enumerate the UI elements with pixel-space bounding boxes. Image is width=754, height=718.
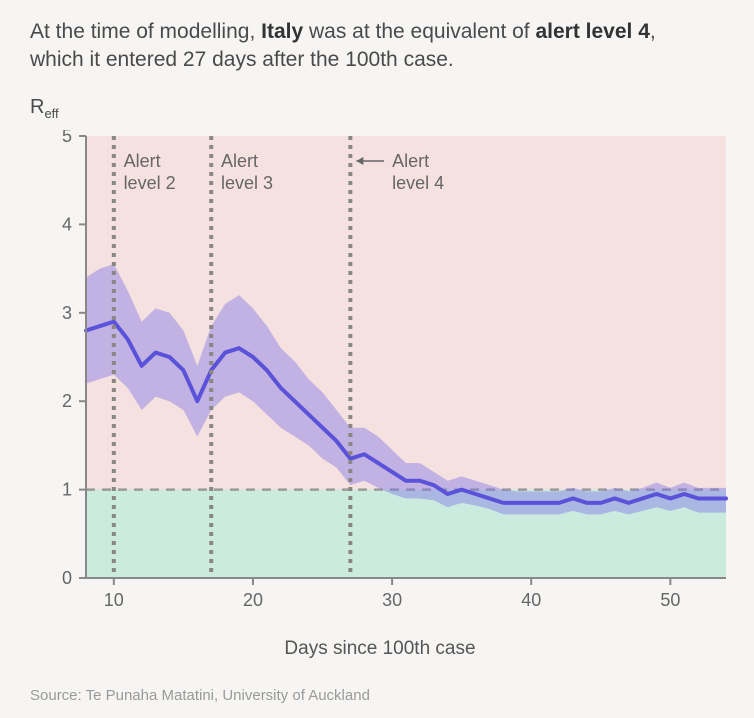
y-tick-label: 0 xyxy=(62,568,72,588)
x-tick-label: 20 xyxy=(243,590,263,610)
y-tick-label: 2 xyxy=(62,391,72,411)
reff-chart: Alertlevel 2Alertlevel 3Alertlevel 40123… xyxy=(30,130,730,630)
y-tick-label: 1 xyxy=(62,480,72,500)
ylabel-main: R xyxy=(30,96,44,118)
chart-title: At the time of modelling, Italy was at t… xyxy=(30,18,694,75)
x-tick-label: 30 xyxy=(382,590,402,610)
y-tick-label: 5 xyxy=(62,130,72,146)
y-tick-label: 4 xyxy=(62,214,72,234)
x-tick-label: 50 xyxy=(660,590,680,610)
ylabel-sub: eff xyxy=(44,106,58,121)
title-bold: Italy xyxy=(261,20,303,43)
title-pre: At the time of modelling, xyxy=(30,20,261,43)
x-axis-label: Days since 100th case xyxy=(30,638,730,660)
source-attribution: Source: Te Punaha Matatini, University o… xyxy=(30,687,370,704)
x-tick-label: 40 xyxy=(521,590,541,610)
y-tick-label: 3 xyxy=(62,303,72,323)
title-alert: alert level 4 xyxy=(535,20,649,43)
y-axis-label: Reff xyxy=(30,96,59,121)
x-tick-label: 10 xyxy=(104,590,124,610)
title-mid: was at the equivalent of xyxy=(303,20,535,43)
